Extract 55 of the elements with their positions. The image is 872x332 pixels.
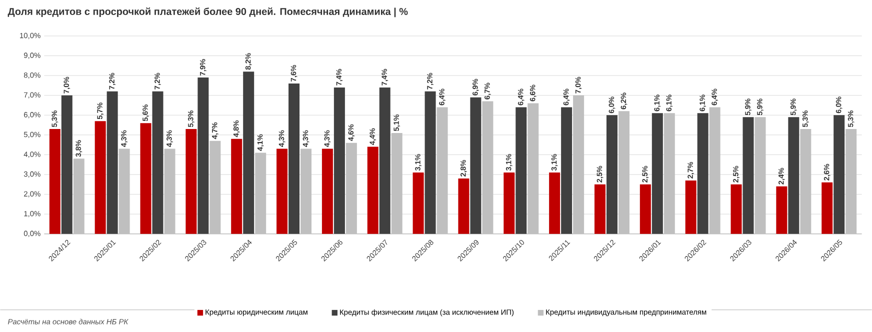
bar: [697, 113, 708, 234]
bar: [186, 129, 197, 234]
bar: [231, 138, 242, 234]
bar: [152, 91, 164, 234]
bar: [424, 91, 436, 234]
chart-title: Доля кредитов с просрочкой платежей более 90 дней. Помесячная динамика | %: [8, 8, 408, 18]
bar: [164, 148, 176, 234]
bar: [198, 78, 209, 234]
bar: [788, 117, 800, 234]
bar: [652, 113, 663, 234]
bar: [334, 88, 345, 234]
bar: [594, 184, 606, 234]
bar: [640, 184, 651, 234]
bar: [822, 182, 833, 234]
bar: [730, 184, 742, 234]
bar: [346, 142, 357, 234]
bar: [106, 91, 118, 234]
bar: [528, 103, 539, 234]
bar: [94, 121, 106, 234]
bar: [255, 152, 266, 234]
bar: [73, 158, 84, 234]
bar: [685, 180, 696, 234]
bar: [276, 148, 288, 234]
bar: [61, 95, 72, 234]
bar: [482, 101, 494, 234]
bar: [573, 95, 584, 234]
bar: [412, 172, 424, 234]
bar: [606, 115, 618, 234]
bar: [367, 146, 378, 234]
bar: [549, 172, 560, 234]
bar: [458, 178, 470, 234]
bar: [210, 140, 221, 234]
bar: [118, 148, 130, 234]
bar: [243, 72, 254, 234]
bar: [709, 107, 720, 234]
bar: [322, 148, 333, 234]
bar: [288, 84, 300, 234]
bar: [846, 129, 857, 234]
bar: [379, 88, 390, 234]
bar: [561, 107, 572, 234]
bar: [800, 129, 812, 234]
bar: [618, 111, 630, 234]
bar: [742, 117, 754, 234]
bar: [516, 107, 527, 234]
bar: [504, 172, 515, 234]
bar: [776, 186, 788, 234]
bar: [436, 107, 448, 234]
bar: [664, 113, 675, 234]
bar: [49, 129, 60, 234]
bar: [754, 117, 766, 234]
bar: [391, 133, 402, 234]
bar: [300, 148, 312, 234]
bar: [140, 123, 152, 234]
bar: [834, 115, 845, 234]
bar: [470, 97, 482, 234]
